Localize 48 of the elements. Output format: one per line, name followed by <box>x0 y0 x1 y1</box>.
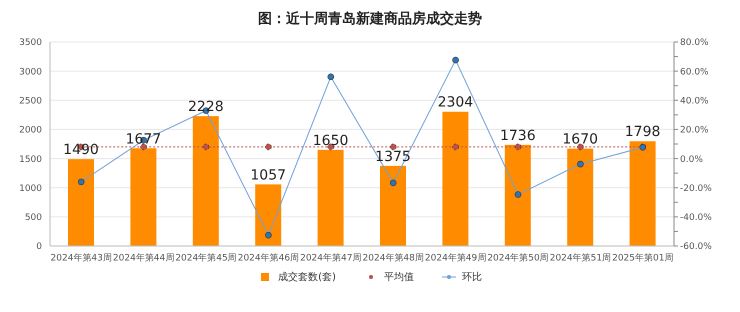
bar <box>130 148 156 246</box>
bar <box>68 159 94 246</box>
y-tick-label: 3000 <box>19 67 42 78</box>
bar <box>318 150 344 246</box>
y-tick-label: 2500 <box>19 96 42 106</box>
bar <box>567 148 594 246</box>
y-tick-label: 500 <box>24 213 42 224</box>
bar <box>442 112 468 246</box>
y2-tick-label: 60.0% <box>680 67 710 78</box>
y2-tick-label: 40.0% <box>680 96 710 106</box>
x-tick-label: 2025年第01周 <box>612 252 674 264</box>
y2-tick-label: -20.0% <box>680 184 712 194</box>
y2-tick-label: 80.0% <box>680 38 710 48</box>
legend-label: 平均值 <box>384 271 414 284</box>
legend-label: 成交套数(套) <box>278 270 336 284</box>
x-tick-label: 2024年第50周 <box>487 252 549 264</box>
y2-tick-label: -60.0% <box>680 242 712 252</box>
bar <box>192 116 219 246</box>
x-tick-label: 2024年第47周 <box>300 252 362 264</box>
y-tick-label: 3500 <box>19 38 42 48</box>
data-label: 2304 <box>438 94 474 111</box>
bar <box>380 166 406 246</box>
data-label: 1650 <box>312 132 348 149</box>
y-tick-label: 0 <box>36 242 42 252</box>
y-tick-label: 1000 <box>19 184 42 194</box>
y-tick-label: 1500 <box>19 154 42 165</box>
bar <box>504 144 531 246</box>
bar <box>255 184 282 246</box>
data-label: 1736 <box>500 128 536 144</box>
x-tick-label: 2024年第48周 <box>362 252 424 264</box>
bar <box>630 141 656 246</box>
x-tick-label: 2024年第49周 <box>424 252 486 264</box>
data-label: 1670 <box>562 132 598 148</box>
y2-tick-label: -40.0% <box>680 213 712 224</box>
y2-tick-label: 20.0% <box>680 126 710 136</box>
x-tick-label: 2024年第46周 <box>238 252 300 264</box>
y2-tick-label: 0.0% <box>680 154 704 165</box>
x-tick-label: 2024年第45周 <box>175 252 237 264</box>
chart-title: 图：近十周青岛新建商品房成交走势 <box>257 10 483 29</box>
x-tick-label: 2024年第44周 <box>112 252 174 264</box>
legend-label: 环比 <box>462 270 482 284</box>
x-tick-label: 2024年第43周 <box>50 252 112 264</box>
data-label: 1057 <box>250 167 286 184</box>
data-label: 1798 <box>624 124 660 140</box>
y-tick-label: 2000 <box>19 126 42 136</box>
data-label: 1490 <box>63 142 99 158</box>
x-tick-label: 2024年第51周 <box>550 252 612 264</box>
data-label: 2228 <box>188 99 224 116</box>
